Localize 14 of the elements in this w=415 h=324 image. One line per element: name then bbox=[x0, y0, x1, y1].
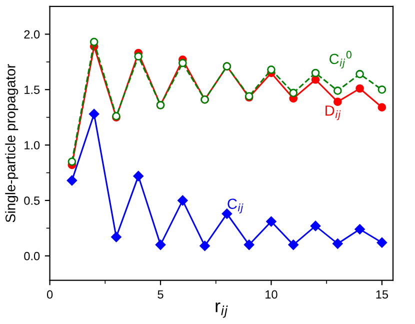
y-tick-label: 0.5 bbox=[24, 196, 40, 205]
x-tick-label: 0 bbox=[46, 290, 53, 299]
series-label: C$_{ij}$ bbox=[228, 198, 244, 214]
x-tick-label: 5 bbox=[158, 290, 164, 299]
x-axis-title: r$_{ij}$ bbox=[216, 302, 228, 318]
y-tick-label: 0.0 bbox=[24, 252, 40, 260]
x-tick-label: 10 bbox=[266, 290, 278, 299]
y-axis-title: Single-particle propagator bbox=[5, 64, 18, 222]
series-label: C$_{ij}$$^{0}$ bbox=[330, 50, 352, 68]
y-tick-label: 1.0 bbox=[24, 141, 40, 150]
y-tick-label: 2.0 bbox=[24, 30, 40, 39]
y-tick-label: 1.5 bbox=[24, 86, 40, 94]
x-tick-label: 15 bbox=[376, 290, 388, 299]
series-label: D$_{ij}$ bbox=[326, 106, 341, 120]
